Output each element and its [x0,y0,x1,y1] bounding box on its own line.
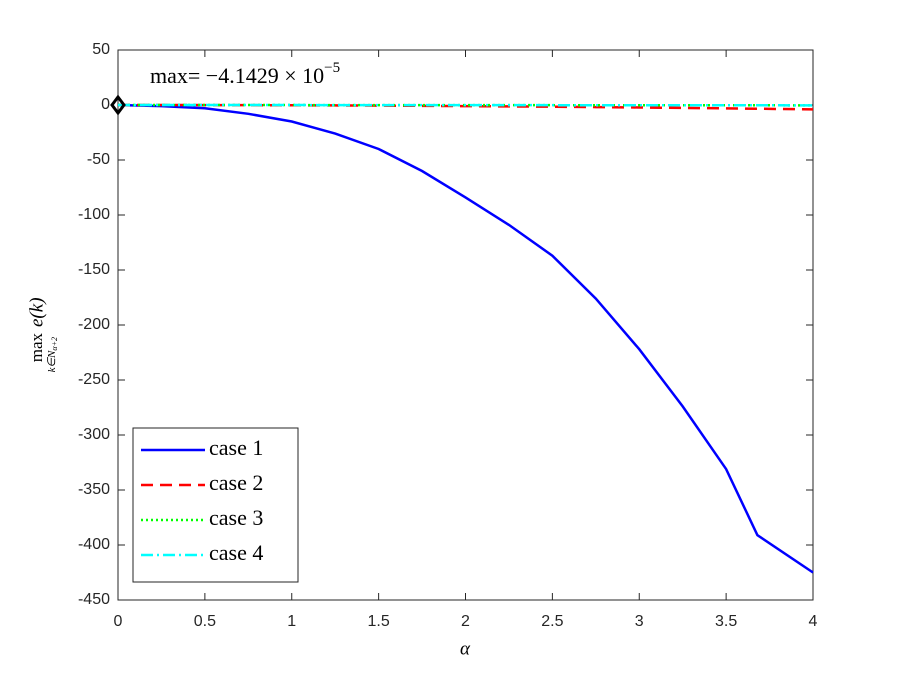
x-tick-label: 0 [114,613,123,630]
y-tick-label: 50 [92,41,110,58]
annotation: max= −4.1429 × 10−5 [150,60,340,88]
y-label-op: max [27,333,46,363]
annotation-exponent: −5 [324,60,340,76]
legend-label: case 2 [209,470,263,495]
y-label-sub-main: k∈N [46,350,58,372]
y-tick-label: -50 [87,151,110,168]
y-label-subsub: α+2 [50,337,59,351]
y-tick-label: -100 [78,206,110,223]
y-tick-label: -200 [78,316,110,333]
x-tick-label: 2 [461,613,470,630]
x-tick-label: 3.5 [715,613,737,630]
y-tick-label: 0 [101,96,110,113]
legend-label: case 3 [209,505,263,530]
y-tick-label: -450 [78,591,110,608]
x-tick-label: 3 [635,613,644,630]
x-tick-label: 4 [809,613,818,630]
y-tick-label: -300 [78,426,110,443]
y-tick-label: -250 [78,371,110,388]
x-tick-label: 2.5 [541,613,563,630]
y-label-body: e(k) [26,297,47,327]
x-tick-label: 1 [287,613,296,630]
annotation-text: max= −4.1429 × 10 [150,63,324,88]
legend-label: case 1 [209,435,263,460]
y-tick-label: -150 [78,261,110,278]
x-label: α [460,638,471,659]
y-tick-label: -350 [78,481,110,498]
x-tick-label: 1.5 [368,613,390,630]
legend-label: case 4 [209,540,263,565]
y-tick-label: -400 [78,536,110,553]
x-tick-label: 0.5 [194,613,216,630]
legend: case 1 case 2 case 3 case 4 [133,428,298,582]
